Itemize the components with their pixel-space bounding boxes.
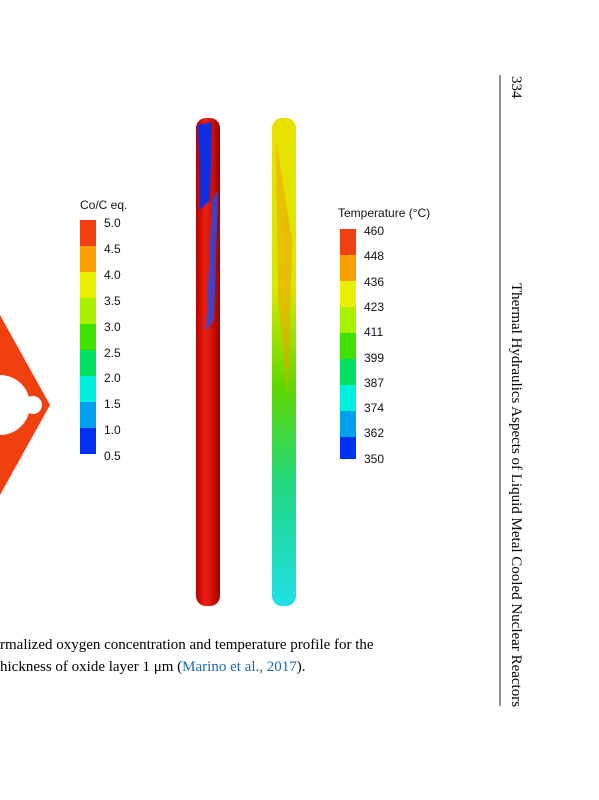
legend-tick-label: 460	[364, 224, 385, 238]
legend-title: Co/C eq.	[80, 198, 128, 212]
caption: rmalized oxygen concentration and temper…	[0, 634, 374, 678]
legend-title: Temperature (°C)	[338, 206, 431, 220]
legend-tick-label: 4.5	[104, 241, 121, 256]
legend-tick-label: 5.0	[104, 216, 121, 230]
legend-tick-label: 2.0	[104, 371, 121, 386]
tube-temperature-hot-region	[276, 140, 292, 400]
legend-tick-label: 3.0	[104, 319, 121, 334]
legend-tick-label: 1.0	[104, 423, 121, 438]
legend-tick-label: 4.0	[104, 267, 121, 282]
legend-tick-label: 350	[364, 451, 385, 466]
tube-oxygen-low-region	[198, 122, 212, 210]
colorbar-right	[340, 229, 356, 459]
cross-section-hole	[0, 375, 30, 435]
tube-oxygen-low-region	[206, 190, 218, 330]
legend-tick-label: 374	[364, 401, 385, 416]
legend-tick-label: 3.5	[104, 293, 121, 308]
legend-tick-label: 1.5	[104, 397, 121, 412]
caption-line: rmalized oxygen concentration and temper…	[0, 637, 374, 653]
running-title: Thermal Hydraulics Aspects of Liquid Met…	[508, 283, 524, 708]
legend-tick-label: 387	[364, 375, 385, 390]
legend-tick-label: 399	[364, 350, 385, 365]
caption-line: hickness of oxide layer 1 μm (Marino et …	[0, 656, 374, 678]
legend-tick-label: 2.5	[104, 345, 121, 360]
legend-tick-label: 0.5	[104, 449, 121, 464]
caption-text: ).	[296, 659, 306, 675]
legend-tick-label: 423	[364, 299, 385, 314]
citation-link[interactable]: Marino et al., 2017	[182, 659, 297, 675]
caption-text: hickness of oxide layer 1 μm (	[0, 659, 183, 675]
legend-tick-label: 362	[364, 426, 385, 441]
colorbar-left	[80, 220, 96, 454]
legend-tick-label: 448	[364, 249, 385, 264]
cross-section-notch	[24, 396, 42, 414]
page-number: 334	[508, 76, 524, 99]
legend-tick-label: 436	[364, 274, 385, 289]
legend-tick-label: 411	[364, 325, 384, 340]
